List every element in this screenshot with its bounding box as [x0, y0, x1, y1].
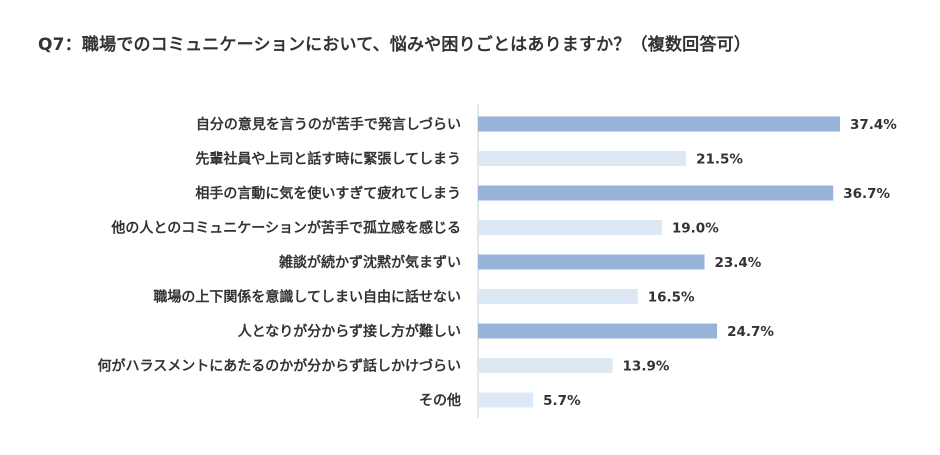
bar	[478, 289, 638, 304]
value-label: 19.0%	[672, 221, 719, 237]
value-label: 16.5%	[648, 290, 695, 306]
bar	[478, 116, 840, 132]
category-label: その他	[419, 392, 461, 409]
bar	[478, 254, 705, 270]
bar	[478, 358, 613, 373]
bar	[478, 220, 662, 235]
chart-title: Q7：職場でのコミュニケーションにおいて、悩みや困りごとはありますか？（複数回答…	[38, 35, 751, 55]
value-label: 23.4%	[714, 255, 761, 271]
category-label: 相手の言動に気を使いすぎて疲れてしまう	[195, 185, 461, 202]
value-label: 36.7%	[843, 186, 890, 202]
category-label: 何がハラスメントにあたるのかが分からず話しかけづらい	[98, 358, 461, 375]
bar	[478, 151, 687, 166]
value-label: 21.5%	[696, 152, 743, 168]
bar	[478, 392, 534, 408]
category-label: 職場の上下関係を意識してしまい自由に話せない	[153, 289, 461, 306]
value-label: 37.4%	[850, 117, 897, 133]
category-label: 他の人とのコミュニケーションが苦手で孤立感を感じる	[110, 220, 461, 237]
category-label: 自分の意見を言うのが苦手で発言しづらい	[196, 116, 461, 133]
category-label: 人となりが分からず接し方が難しい	[238, 323, 461, 340]
value-label: 24.7%	[727, 324, 774, 340]
category-label: 雑談が続かず沈黙が気まずい	[278, 254, 461, 271]
bar	[478, 185, 834, 201]
category-label: 先輩社員や上司と話す時に緊張してしまう	[195, 151, 461, 168]
value-label: 13.9%	[623, 359, 670, 375]
bar	[478, 323, 718, 339]
value-label: 5.7%	[543, 393, 581, 409]
